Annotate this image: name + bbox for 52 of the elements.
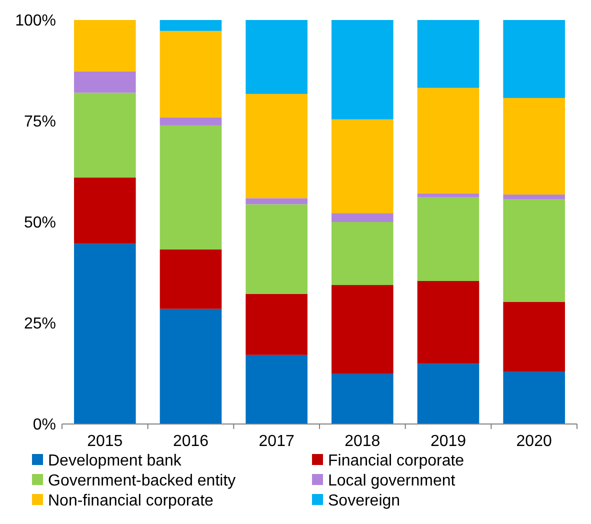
legend-label: Financial corporate [328,452,464,470]
bar [246,20,308,94]
y-tick-label: 0% [32,416,56,434]
bar [74,71,136,93]
x-tick-label: 2019 [430,433,466,450]
bar [74,244,136,424]
x-tick-label: 2020 [516,433,552,450]
bar [332,20,394,120]
bar [246,204,308,294]
bar [417,197,480,281]
bar [74,178,136,244]
bar [160,117,222,126]
legend-label: Sovereign [328,492,400,510]
y-tick-label: 50% [24,214,56,232]
y-tick-label: 75% [24,114,56,131]
bar [503,20,565,98]
bar [246,198,308,204]
bar [417,20,480,88]
bar [160,308,222,424]
bar [332,222,394,286]
legend-label: Development bank [48,452,182,470]
y-tick-label: 25% [24,316,56,333]
bar [503,199,565,302]
bar [160,249,222,309]
legend-label: Government-backed entity [48,472,236,490]
bar [74,92,136,178]
bar [74,20,136,72]
x-tick-label: 2015 [87,433,123,450]
bar [332,213,394,222]
bar [246,294,308,355]
bar [503,302,565,372]
bar [503,372,565,424]
bar [246,94,308,198]
x-tick-label: 2016 [172,433,209,450]
bar [246,354,308,424]
bar [417,88,480,194]
bar [332,374,394,424]
bar [503,194,565,200]
bar [417,364,480,424]
bar [160,30,222,118]
bar [160,125,222,250]
y-tick-label: 100% [15,12,56,30]
bar [332,285,394,374]
bar [332,119,394,214]
bar [417,193,480,198]
legend-label: Local government [328,472,456,490]
legend-label: Non-financial corporate [48,492,214,510]
x-tick-label: 2018 [344,433,380,450]
bar [503,98,565,195]
bar [417,280,480,364]
bar [160,20,222,31]
x-tick-label: 2017 [258,433,294,450]
